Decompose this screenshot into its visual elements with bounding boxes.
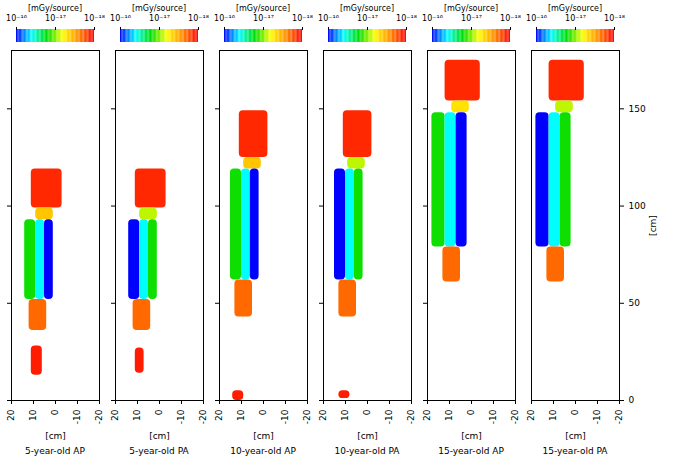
svg-text:-10: -10 (384, 409, 394, 424)
svg-text:100: 100 (629, 201, 646, 211)
html-text:15-year-old PA: 15-year-old PA (542, 446, 608, 456)
svg-text:[cm]: [cm] (149, 431, 170, 441)
svg-text:[cm]: [cm] (648, 215, 658, 236)
svg-text:-20: -20 (614, 409, 624, 424)
svg-text:0: 0 (50, 409, 60, 415)
svg-text:0: 0 (258, 409, 268, 415)
svg-text:10⁻¹⁸: 10⁻¹⁸ (292, 14, 313, 23)
svg-text:10⁻¹⁶: 10⁻¹⁶ (6, 14, 27, 23)
svg-text:20: 20 (526, 409, 536, 421)
svg-text:0: 0 (629, 395, 635, 405)
svg-text:10⁻¹⁸: 10⁻¹⁸ (84, 14, 105, 23)
svg-text:10⁻¹⁶: 10⁻¹⁶ (318, 14, 339, 23)
svg-text:[cm]: [cm] (253, 431, 274, 441)
svg-text:10⁻¹⁸: 10⁻¹⁸ (188, 14, 209, 23)
svg-text:0: 0 (154, 409, 164, 415)
svg-text:-20: -20 (198, 409, 208, 424)
svg-text:-10: -10 (72, 409, 82, 424)
svg-text:[cm]: [cm] (461, 431, 482, 441)
svg-text:10⁻¹⁷: 10⁻¹⁷ (461, 14, 482, 23)
svg-text:20: 20 (6, 409, 16, 421)
svg-text:-10: -10 (176, 409, 186, 424)
svg-text:10: 10 (236, 409, 246, 421)
svg-text:-20: -20 (510, 409, 520, 424)
svg-text:10: 10 (444, 409, 454, 421)
svg-text:10⁻¹⁷: 10⁻¹⁷ (357, 14, 378, 23)
svg-text:-20: -20 (406, 409, 416, 424)
svg-text:0: 0 (570, 409, 580, 415)
svg-text:[cm]: [cm] (357, 431, 378, 441)
svg-text:-10: -10 (592, 409, 602, 424)
svg-text:10⁻¹⁶: 10⁻¹⁶ (110, 14, 131, 23)
svg-text:10⁻¹⁷: 10⁻¹⁷ (149, 14, 170, 23)
svg-text:-10: -10 (488, 409, 498, 424)
html-text:10-year-old PA: 10-year-old PA (334, 446, 400, 456)
svg-text:[cm]: [cm] (45, 431, 66, 441)
svg-text:20: 20 (110, 409, 120, 421)
svg-text:10⁻¹⁸: 10⁻¹⁸ (604, 14, 625, 23)
html-text:5-year-old AP: 5-year-old AP (25, 446, 85, 456)
svg-text:10⁻¹⁸: 10⁻¹⁸ (500, 14, 521, 23)
svg-text:-20: -20 (94, 409, 104, 424)
svg-text:10: 10 (132, 409, 142, 421)
svg-text:10: 10 (340, 409, 350, 421)
svg-text:0: 0 (362, 409, 372, 415)
svg-text:10: 10 (548, 409, 558, 421)
svg-text:10⁻¹⁸: 10⁻¹⁸ (396, 14, 417, 23)
svg-text:20: 20 (422, 409, 432, 421)
svg-text:0: 0 (466, 409, 476, 415)
svg-text:10: 10 (28, 409, 38, 421)
svg-text:50: 50 (629, 298, 641, 308)
html-text:[mGy/source]: [mGy/source] (443, 4, 499, 13)
html-text:[mGy/source]: [mGy/source] (235, 4, 291, 13)
svg-text:[cm]: [cm] (565, 431, 586, 441)
html-text:5-year-old PA: 5-year-old PA (129, 446, 189, 456)
html-text:[mGy/source]: [mGy/source] (131, 4, 187, 13)
svg-text:10⁻¹⁶: 10⁻¹⁶ (422, 14, 443, 23)
svg-text:10⁻¹⁷: 10⁻¹⁷ (253, 14, 274, 23)
svg-text:10⁻¹⁶: 10⁻¹⁶ (526, 14, 547, 23)
html-text:10-year-old AP: 10-year-old AP (230, 446, 296, 456)
svg-text:10⁻¹⁷: 10⁻¹⁷ (45, 14, 66, 23)
svg-text:-10: -10 (280, 409, 290, 424)
svg-text:10⁻¹⁷: 10⁻¹⁷ (565, 14, 586, 23)
svg-text:150: 150 (629, 104, 646, 114)
html-text:15-year-old AP: 15-year-old AP (438, 446, 504, 456)
svg-text:-20: -20 (302, 409, 312, 424)
svg-text:20: 20 (214, 409, 224, 421)
html-text:[mGy/source]: [mGy/source] (339, 4, 395, 13)
html-text:[mGy/source]: [mGy/source] (547, 4, 603, 13)
html-text:[mGy/source]: [mGy/source] (27, 4, 83, 13)
svg-text:10⁻¹⁶: 10⁻¹⁶ (214, 14, 235, 23)
svg-text:20: 20 (318, 409, 328, 421)
